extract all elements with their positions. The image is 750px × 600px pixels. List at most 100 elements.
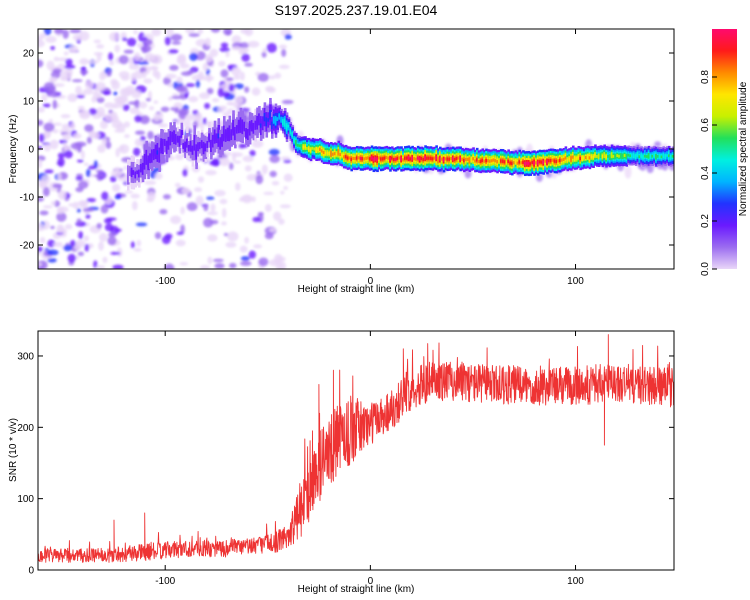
- spectrogram-cell: [123, 49, 134, 54]
- spectrogram-cell: [154, 172, 163, 180]
- spectrogram-cell: [333, 152, 337, 156]
- spectrogram-cell: [106, 217, 117, 221]
- spectrogram-cell: [83, 88, 94, 95]
- colorbar-ticks: 0.0 0.2 0.4 0.6 0.8: [700, 70, 717, 276]
- spectrogram-cell: [514, 160, 518, 164]
- spectrogram-cell: [485, 158, 488, 163]
- x-tick-label: 100: [567, 276, 584, 287]
- spectrogram-cell: [133, 248, 142, 252]
- spectrogram-cell: [207, 234, 218, 242]
- spectrogram-cell: [109, 60, 115, 66]
- spectrogram-cell: [610, 153, 614, 157]
- spectrogram-cell: [186, 70, 195, 74]
- spectrogram-cell: [229, 102, 237, 106]
- spectrogram-cell: [56, 224, 65, 234]
- spectrogram-cell: [214, 189, 226, 197]
- spectrogram-cell: [477, 159, 481, 164]
- spectrogram-cell: [79, 58, 89, 65]
- spectrogram-cell: [658, 155, 662, 158]
- spectrogram-cell: [107, 235, 117, 246]
- spectrogram-cell: [229, 262, 237, 269]
- spectrogram-cell: [634, 155, 638, 158]
- y-tick-label: 100: [17, 494, 34, 505]
- spectrogram-cell: [64, 150, 73, 159]
- spectrogram-cell: [130, 241, 135, 249]
- spectrogram-cell: [108, 52, 114, 61]
- spectrogram-cell: [155, 71, 161, 80]
- spectrogram-cell: [258, 257, 269, 267]
- spectrogram-cell: [75, 94, 85, 99]
- spectrogram-cell: [645, 155, 649, 158]
- spectrogram-cell: [115, 228, 122, 232]
- spectrogram-cell: [632, 154, 636, 157]
- spectrogram-cell: [448, 157, 451, 161]
- spectrogram-cell: [42, 103, 51, 108]
- spectrogram-cell: [249, 149, 256, 157]
- spectrogram-cell: [133, 147, 141, 157]
- spectrogram-cell: [100, 204, 109, 214]
- spectrogram-cell: [352, 156, 355, 161]
- spectrogram-cell: [269, 227, 277, 232]
- spectrogram-cell: [583, 156, 586, 160]
- spectrogram-cell: [302, 145, 305, 149]
- spectrogram-cell: [222, 91, 231, 98]
- spectrogram-cell: [178, 139, 182, 144]
- spectrogram-cell: [38, 196, 45, 202]
- spectrogram-cell: [143, 78, 153, 84]
- spectrogram-cell: [78, 180, 89, 189]
- spectrogram-cell: [136, 170, 139, 175]
- spectrogram-cell: [331, 152, 335, 156]
- spectrogram-cell: [346, 156, 350, 160]
- spectrogram-cell: [523, 161, 527, 166]
- spectrogram-cell: [348, 156, 352, 160]
- spectrogram-cell: [138, 171, 141, 176]
- spectrogram-cell: [544, 159, 547, 163]
- spectrogram-cell: [123, 121, 131, 128]
- spectrogram-cell: [562, 157, 566, 162]
- spectrogram-cell: [75, 85, 82, 95]
- spectrogram-cell: [212, 258, 224, 263]
- spectrogram-cell: [85, 169, 91, 178]
- spectrogram-cell: [233, 74, 241, 80]
- spectrogram-cell: [269, 155, 281, 164]
- spectrogram-cell: [152, 152, 156, 157]
- spectrogram-cell: [141, 45, 152, 53]
- spectrogram-cell: [171, 95, 183, 100]
- spectrogram-cell: [173, 135, 176, 140]
- spectrogram-cell: [324, 151, 328, 155]
- spectrogram-cell: [459, 157, 462, 161]
- spectrogram-cell: [235, 127, 239, 132]
- spectrogram-cell: [330, 152, 333, 156]
- spectrogram-cell: [627, 153, 630, 157]
- spectrogram-cell: [427, 156, 431, 160]
- spectrogram-cell: [168, 49, 179, 54]
- spectrogram-cell: [244, 86, 250, 93]
- spectrogram-cell: [61, 123, 71, 130]
- spectrogram-cell: [636, 153, 640, 157]
- spectrogram-cell: [520, 161, 523, 165]
- spectrogram-cell: [505, 160, 509, 164]
- spectrogram-cell: [135, 222, 148, 227]
- spectrogram-cell: [67, 253, 76, 263]
- y-tick-label: 10: [23, 97, 35, 108]
- spectrogram-cell: [298, 144, 302, 148]
- spectrogram-cell: [122, 104, 130, 111]
- snr-series-line: [38, 334, 674, 563]
- spectrogram-cell: [551, 158, 555, 162]
- spectrogram-cell: [167, 141, 171, 146]
- spectrogram-cell: [65, 58, 73, 66]
- spectrogram-cell: [156, 150, 160, 155]
- spectrogram-cell: [179, 63, 190, 69]
- spectrogram-cell: [198, 92, 211, 100]
- spectrogram-cell: [662, 154, 666, 158]
- spectrogram-cell: [75, 176, 84, 181]
- spectrogram-cell: [568, 157, 571, 161]
- spectrogram-cell: [429, 156, 433, 160]
- spectrogram-cell: [70, 122, 76, 130]
- spectrogram-cell: [259, 123, 263, 128]
- spectrogram-cell: [223, 232, 229, 237]
- spectrogram-cell: [415, 157, 418, 161]
- spectrogram-cell: [167, 83, 174, 88]
- spectrogram-cell: [97, 112, 106, 118]
- spectrogram-cell: [642, 155, 645, 159]
